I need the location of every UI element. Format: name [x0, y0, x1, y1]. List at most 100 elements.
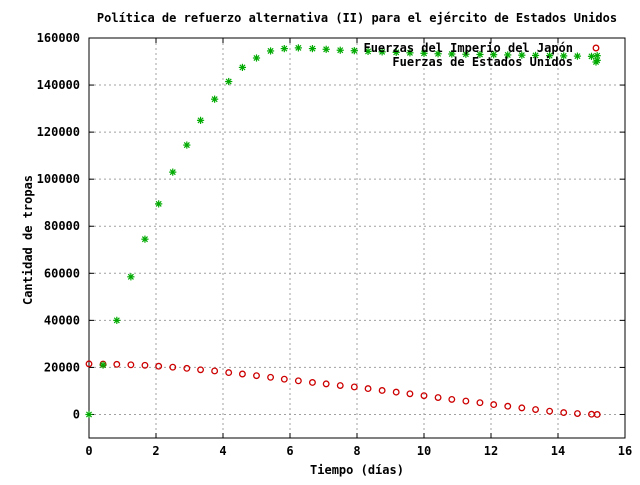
- data-point: [294, 377, 302, 385]
- legend-marker-japan: [592, 44, 600, 52]
- data-point: [504, 51, 512, 59]
- data-point: [420, 49, 428, 57]
- data-point: [197, 366, 205, 374]
- data-point: [434, 394, 442, 401]
- data-point: [169, 363, 177, 371]
- data-point: [85, 360, 93, 368]
- data-point: [336, 382, 344, 389]
- data-point: [322, 380, 330, 388]
- data-point: [253, 372, 260, 380]
- data-point: [504, 402, 512, 410]
- x-tick-label: 8: [353, 444, 360, 458]
- data-point: [378, 387, 386, 394]
- y-tick-label: 0: [73, 407, 80, 421]
- legend-label-japan: Fuerzas del Imperio del Japón: [363, 41, 573, 55]
- data-point: [280, 44, 288, 53]
- data-point: [448, 395, 456, 403]
- data-point: [211, 367, 219, 375]
- data-point: [532, 406, 540, 413]
- data-point: [560, 409, 568, 417]
- data-point: [462, 397, 470, 405]
- data-point: [406, 390, 414, 398]
- data-point: [238, 370, 246, 378]
- legend-sample-point: [592, 58, 600, 66]
- legend: Fuerzas del Imperio del Japón Fuerzas de…: [363, 41, 600, 69]
- x-tick-label: 0: [85, 444, 92, 458]
- data-point: [476, 50, 484, 59]
- data-point: [183, 141, 191, 149]
- data-point: [169, 168, 177, 176]
- data-point: [211, 95, 219, 103]
- data-point: [476, 399, 484, 407]
- x-tick-label: 4: [219, 444, 226, 458]
- data-point: [336, 46, 344, 54]
- data-point: [155, 200, 163, 208]
- data-point: [420, 392, 428, 400]
- legend-sample-point: [592, 44, 600, 52]
- data-point: [141, 361, 149, 369]
- data-point: [99, 361, 107, 369]
- data-point: [196, 116, 205, 124]
- y-tick-label: 140000: [37, 78, 80, 92]
- data-point: [392, 388, 400, 396]
- data-point: [225, 369, 233, 377]
- x-tick-label: 12: [484, 444, 498, 458]
- data-point: [141, 235, 149, 243]
- x-tick-label: 14: [551, 444, 565, 458]
- data-series: [85, 44, 601, 419]
- data-point: [587, 52, 596, 60]
- x-tick-label: 2: [152, 444, 159, 458]
- chart-title: Política de refuerzo alternativa (II) pa…: [97, 11, 617, 25]
- data-point: [490, 401, 498, 409]
- data-point: [518, 51, 526, 59]
- data-point: [127, 273, 135, 281]
- data-point: [573, 52, 582, 60]
- data-point: [308, 379, 316, 386]
- data-point: [155, 362, 163, 370]
- data-point: [462, 50, 470, 58]
- y-axis-label: Cantidad de tropas: [21, 175, 35, 305]
- data-point: [252, 54, 261, 62]
- data-point: [113, 360, 121, 368]
- data-point: [448, 50, 456, 58]
- y-tick-label: 120000: [37, 125, 80, 139]
- data-point: [490, 51, 498, 59]
- data-point: [322, 45, 330, 53]
- data-point: [85, 410, 93, 419]
- data-point: [350, 383, 358, 391]
- data-point: [406, 49, 414, 57]
- data-point: [364, 385, 372, 393]
- data-point: [183, 364, 191, 372]
- data-point: [350, 47, 358, 55]
- legend-marker-usa: [592, 58, 600, 66]
- x-tick-label: 10: [417, 444, 431, 458]
- data-point: [593, 411, 601, 418]
- x-axis-label: Tiempo (días): [310, 463, 404, 477]
- data-point: [364, 47, 372, 56]
- data-point: [225, 77, 233, 86]
- data-point: [113, 316, 121, 324]
- y-tick-label: 20000: [44, 360, 80, 374]
- y-tick-label: 80000: [44, 219, 80, 233]
- data-point: [434, 50, 442, 58]
- data-point: [392, 48, 400, 56]
- axis-ticks: 0 2 4 6 8 10 12 14 16 0 20000 40000 60000 80000 100000…: [37, 31, 633, 458]
- y-tick-label: 40000: [44, 313, 80, 327]
- data-point: [546, 407, 554, 415]
- data-point: [560, 52, 568, 60]
- data-point: [546, 52, 554, 60]
- data-point: [266, 47, 275, 55]
- data-point: [593, 52, 601, 60]
- data-point: [531, 51, 540, 60]
- data-point: [127, 361, 135, 369]
- legend-label-usa: Fuerzas de Estados Unidos: [392, 55, 573, 69]
- grid: [89, 37, 625, 438]
- y-tick-label: 100000: [37, 172, 80, 186]
- data-point: [308, 44, 317, 53]
- y-tick-label: 60000: [44, 266, 80, 280]
- data-point: [294, 44, 302, 52]
- data-point: [378, 48, 386, 56]
- data-point: [267, 373, 275, 381]
